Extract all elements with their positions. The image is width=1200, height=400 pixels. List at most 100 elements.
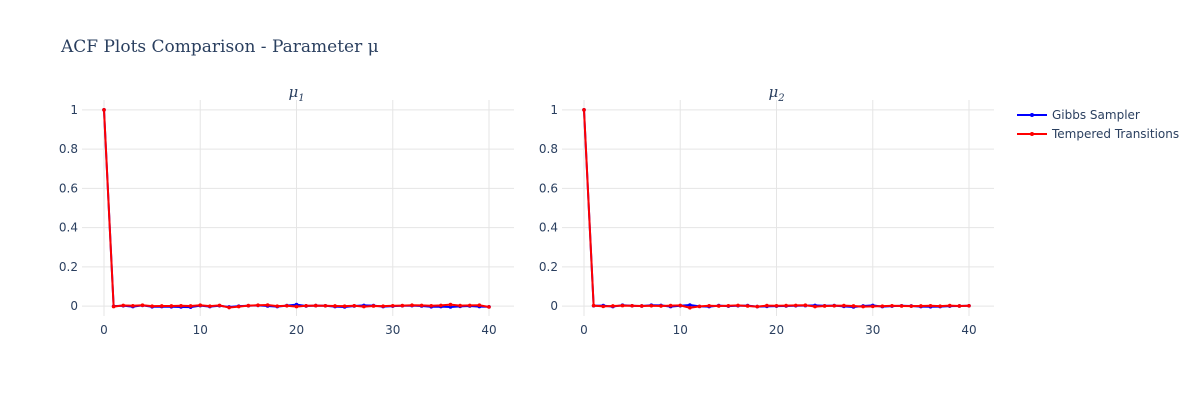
legend-label: Tempered Transitions [1051,127,1179,141]
data-point-tempered [429,303,434,308]
data-point-tempered [880,304,885,308]
subplot-title-symbol: μ [288,83,298,101]
x-tick-label: 0 [100,323,108,337]
data-point-tempered [620,303,625,308]
data-point-tempered [774,303,779,308]
legend-item[interactable]: Gibbs Sampler [1017,108,1140,122]
x-tick-label: 30 [865,323,880,337]
data-point-tempered [487,305,491,309]
data-point-tempered [813,304,817,309]
y-tick-label: 0 [70,299,78,313]
data-point-tempered [601,304,606,309]
legend-marker-swatch [1030,113,1034,117]
data-point-tempered [909,304,914,308]
subplot-title: μ2 [768,83,784,104]
data-point-tempered [755,304,760,309]
subplot-title-subscript: 1 [298,93,304,104]
data-point-tempered [861,304,865,309]
data-point-tempered [179,303,183,308]
data-point-tempered [304,303,308,308]
data-point-tempered [582,108,586,112]
legend-marker-swatch [1030,132,1034,136]
data-point-tempered [188,304,193,308]
data-point-tempered [832,303,837,308]
data-point-tempered [899,304,904,308]
data-point-tempered [294,304,299,309]
data-point-tempered [458,303,462,308]
y-tick-label: 0 [550,299,558,313]
data-point-tempered [707,303,711,308]
x-tick-label: 20 [769,323,784,337]
data-point-gibbs [688,303,692,307]
data-point-tempered [803,303,808,308]
data-point-tempered [390,303,395,308]
data-point-tempered [678,303,683,308]
y-tick-label: 1 [70,103,78,117]
data-point-tempered [967,303,971,308]
y-tick-label: 0.4 [59,221,78,235]
data-point-tempered [591,303,596,308]
data-point-tempered [410,303,414,308]
x-tick-label: 40 [961,323,976,337]
y-tick-label: 0.8 [539,142,558,156]
data-point-tempered [217,303,222,308]
y-tick-label: 0.4 [539,221,558,235]
data-point-tempered [938,304,942,308]
legend-label: Gibbs Sampler [1052,108,1140,122]
data-point-tempered [352,303,357,308]
x-tick-label: 40 [481,323,496,337]
data-point-tempered [227,305,231,310]
data-point-tempered [736,303,740,308]
data-point-tempered [121,303,126,308]
data-point-tempered [745,304,750,308]
data-point-tempered [793,303,798,308]
data-point-tempered [630,303,634,308]
data-point-tempered [371,304,376,308]
figure-title: ACF Plots Comparison - Parameter μ [60,37,379,57]
legend-item[interactable]: Tempered Transitions [1017,127,1179,141]
data-point-tempered [448,302,453,307]
data-point-tempered [265,303,270,307]
data-point-tempered [649,303,654,308]
data-point-tempered [639,304,644,308]
y-tick-label: 0.8 [59,142,78,156]
x-tick-label: 10 [193,323,208,337]
data-point-tempered [822,304,827,308]
data-point-tempered [246,303,251,308]
data-point-tempered [870,304,875,309]
y-tick-label: 0.2 [539,260,558,274]
y-tick-label: 0.6 [59,181,78,195]
data-point-tempered [890,303,894,308]
subplot-title-subscript: 2 [777,93,784,104]
x-tick-label: 20 [289,323,304,337]
data-point-tempered [342,304,347,308]
data-point-tempered [716,304,721,308]
data-point-tempered [765,303,769,308]
y-tick-label: 1 [550,103,558,117]
data-point-tempered [275,304,280,308]
x-tick-label: 10 [673,323,688,337]
subplot-mu2: 0 10 20 30 40 0 0.2 0.4 0.6 0.8 1 μ2 [539,83,994,337]
legend: Gibbs Sampler Tempered Transitions [1017,108,1179,141]
data-point-tempered [784,303,788,308]
data-point-tempered [688,305,692,310]
data-point-tempered [169,304,174,308]
data-point-tempered [140,303,145,308]
data-point-tempered [400,303,405,308]
data-point-tempered [313,303,318,308]
data-point-tempered [381,304,385,308]
data-point-tempered [236,304,241,309]
x-tick-label: 0 [580,323,588,337]
data-point-tempered [159,304,164,308]
data-point-tempered [928,303,933,308]
data-point-tempered [150,304,154,308]
y-tick-label: 0.2 [59,260,78,274]
y-tick-label: 0.6 [539,181,558,195]
subplot-title-symbol: μ [768,83,778,101]
data-point-tempered [111,304,116,309]
data-point-tempered [477,303,482,308]
data-point-tempered [419,303,424,308]
